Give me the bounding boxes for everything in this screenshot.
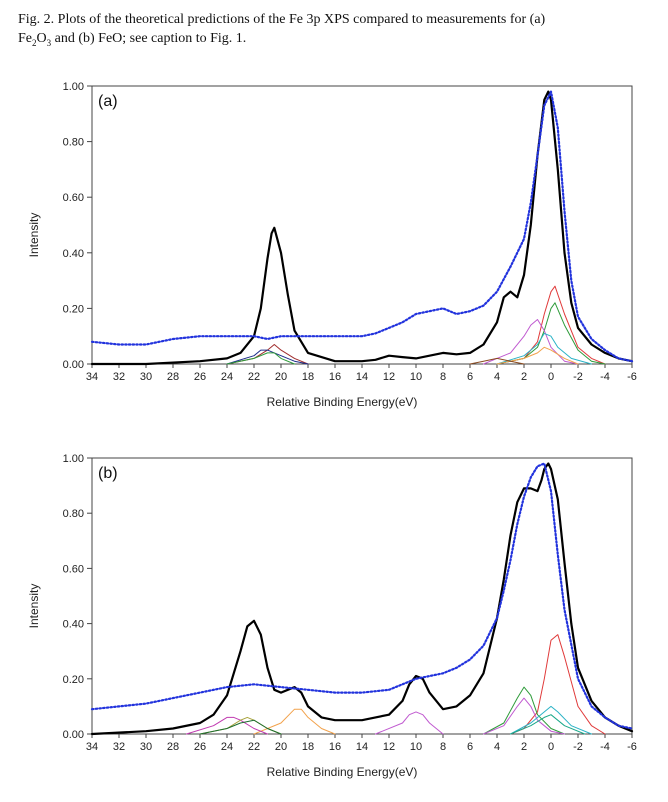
x-tick-label: 16	[329, 371, 341, 383]
y-tick-label: 0.20	[63, 303, 84, 315]
y-tick-label: 0.60	[63, 563, 84, 575]
x-tick-label: 12	[383, 371, 395, 383]
x-tick-label: 2	[521, 741, 527, 753]
panel-label-a: (a)	[98, 93, 118, 110]
x-tick-label: 26	[194, 741, 206, 753]
series-line-component-green	[496, 302, 606, 365]
series-line-component-violet	[483, 697, 565, 735]
x-tick-label: 10	[410, 741, 422, 753]
y-axis-label: Intensity	[27, 584, 41, 629]
panel-label-b: (b)	[98, 465, 118, 482]
series-line-component-violet	[483, 319, 579, 365]
series-line-component-red	[510, 634, 606, 735]
series-line-component-cyan	[510, 705, 592, 735]
y-tick-label: 0.80	[63, 508, 84, 520]
x-tick-label: 24	[221, 741, 233, 753]
x-tick-label: -4	[600, 371, 610, 383]
y-tick-label: 0.00	[63, 359, 84, 371]
x-tick-label: -6	[627, 371, 637, 383]
x-tick-label: 14	[356, 371, 368, 383]
x-tick-label: 6	[467, 371, 473, 383]
x-tick-label: 18	[302, 371, 314, 383]
y-tick-label: 0.00	[63, 729, 84, 741]
x-tick-label: 28	[167, 741, 179, 753]
caption-fe: Fe	[18, 31, 32, 46]
series-line-theory-total	[90, 462, 634, 736]
series-line-measurement	[90, 90, 634, 363]
x-tick-label: -6	[627, 741, 637, 753]
y-axis-label: Intensity	[27, 213, 41, 258]
series-line-component-cyan	[496, 332, 592, 365]
x-tick-label: 24	[221, 371, 233, 383]
x-tick-label: 30	[140, 741, 152, 753]
series-line-theory-total	[90, 90, 634, 366]
y-tick-label: 0.20	[63, 674, 84, 686]
x-tick-label: 4	[494, 371, 500, 383]
series-line-component-20ev-green	[226, 352, 295, 365]
x-tick-label: 2	[521, 371, 527, 383]
caption-o: O	[36, 31, 47, 46]
x-tick-label: 12	[383, 741, 395, 753]
series-group-b	[90, 462, 634, 736]
series-line-component-red	[496, 285, 606, 365]
caption-line-2: Fe2O3 and (b) FeO; see caption to Fig. 1…	[18, 29, 658, 53]
x-tick-label: 22	[248, 741, 260, 753]
x-tick-label: 14	[356, 741, 368, 753]
y-tick-label: 0.40	[63, 619, 84, 631]
figure-caption: Fig. 2. Plots of the theoretical predict…	[18, 10, 658, 53]
x-tick-label: 32	[113, 741, 125, 753]
caption-line-1: Fig. 2. Plots of the theoretical predict…	[18, 12, 546, 27]
caption-sub-3: 3	[46, 37, 52, 48]
y-tick-label: 1.00	[63, 453, 84, 465]
x-tick-label: 0	[548, 741, 554, 753]
series-line-component-20ev-navy	[226, 349, 309, 365]
x-tick-label: 34	[86, 741, 98, 753]
x-axis-label: Relative Binding Energy(eV)	[267, 395, 418, 409]
x-tick-label: 4	[494, 741, 500, 753]
x-tick-label: 8	[440, 741, 446, 753]
series-line-component-orange	[496, 346, 579, 365]
caption-rest: and (b) FeO; see caption to Fig. 1.	[51, 31, 247, 46]
x-tick-label: 8	[440, 371, 446, 383]
x-axis-label: Relative Binding Energy(eV)	[267, 765, 418, 779]
series-line-component-magenta	[186, 716, 268, 735]
series-line-component-green	[483, 686, 565, 735]
series-line-component-10ev-violet	[375, 711, 444, 735]
x-tick-label: 32	[113, 371, 125, 383]
plot-frame-a	[91, 85, 633, 365]
x-tick-label: 26	[194, 371, 206, 383]
x-tick-label: 6	[467, 741, 473, 753]
series-line-component-4ev-brown	[469, 357, 525, 365]
y-tick-label: 0.80	[63, 137, 84, 149]
x-tick-label: 10	[410, 371, 422, 383]
y-tick-label: 0.40	[63, 248, 84, 260]
x-tick-label: 30	[140, 371, 152, 383]
caption-sub-2: 2	[32, 37, 37, 48]
x-tick-label: 20	[275, 741, 287, 753]
series-line-component-teal	[510, 714, 586, 735]
x-tick-label: 20	[275, 371, 287, 383]
x-tick-label: 0	[548, 371, 554, 383]
x-tick-label: 16	[329, 741, 341, 753]
x-tick-label: -4	[600, 741, 610, 753]
x-tick-label: 34	[86, 371, 98, 383]
y-tick-label: 1.00	[63, 81, 84, 93]
x-tick-label: -2	[573, 741, 583, 753]
series-line-measurement	[90, 462, 634, 730]
series-line-component-dark-green	[199, 719, 282, 735]
x-tick-label: -2	[573, 371, 583, 383]
series-line-component-orange	[253, 708, 336, 735]
x-tick-label: 22	[248, 371, 260, 383]
x-tick-label: 18	[302, 741, 314, 753]
y-tick-label: 0.60	[63, 192, 84, 204]
x-tick-label: 28	[167, 371, 179, 383]
series-group-a	[90, 90, 634, 366]
